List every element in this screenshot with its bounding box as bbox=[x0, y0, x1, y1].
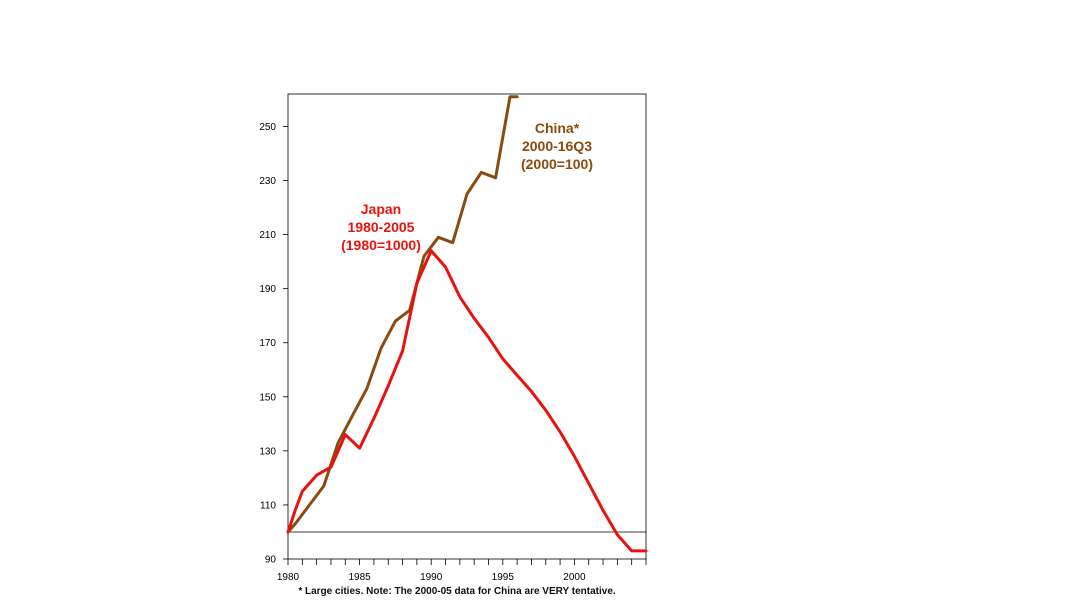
y-axis: 90 110 130 150 170 190 210 230 250 bbox=[259, 122, 288, 566]
y-tick-label: 250 bbox=[259, 122, 276, 133]
x-tick-label: 1995 bbox=[492, 572, 515, 583]
china-label-line: China* bbox=[535, 120, 580, 136]
series-layer bbox=[286, 95, 648, 553]
china-label-line: (2000=100) bbox=[521, 156, 593, 172]
x-tick-label: 1990 bbox=[420, 572, 443, 583]
y-tick-label: 230 bbox=[259, 176, 276, 187]
x-tick-label: 1980 bbox=[277, 572, 300, 583]
china-series-line bbox=[286, 95, 519, 534]
y-tick-label: 210 bbox=[259, 230, 276, 241]
y-tick-label: 130 bbox=[259, 446, 276, 457]
footnote: * Large cities. Note: The 2000-05 data f… bbox=[298, 586, 616, 597]
x-tick-label: 2000 bbox=[563, 572, 586, 583]
series-labels: China* 2000-16Q3 (2000=100) Japan 1980-2005 (… bbox=[341, 120, 593, 253]
y-tick-label: 150 bbox=[259, 392, 276, 403]
y-tick-label: 90 bbox=[265, 555, 277, 566]
china-label-line: 2000-16Q3 bbox=[522, 138, 592, 154]
japan-series-line bbox=[286, 249, 648, 553]
y-tick-label: 110 bbox=[260, 500, 276, 511]
x-tick-label: 1985 bbox=[348, 572, 371, 583]
y-tick-label: 170 bbox=[259, 338, 276, 349]
japan-label-line: Japan bbox=[361, 201, 401, 217]
y-tick-label: 190 bbox=[259, 284, 276, 295]
x-axis: 1980 1985 1990 1995 2000 bbox=[277, 559, 647, 583]
japan-label-line: (1980=1000) bbox=[341, 237, 421, 253]
japan-label-line: 1980-2005 bbox=[348, 219, 415, 235]
